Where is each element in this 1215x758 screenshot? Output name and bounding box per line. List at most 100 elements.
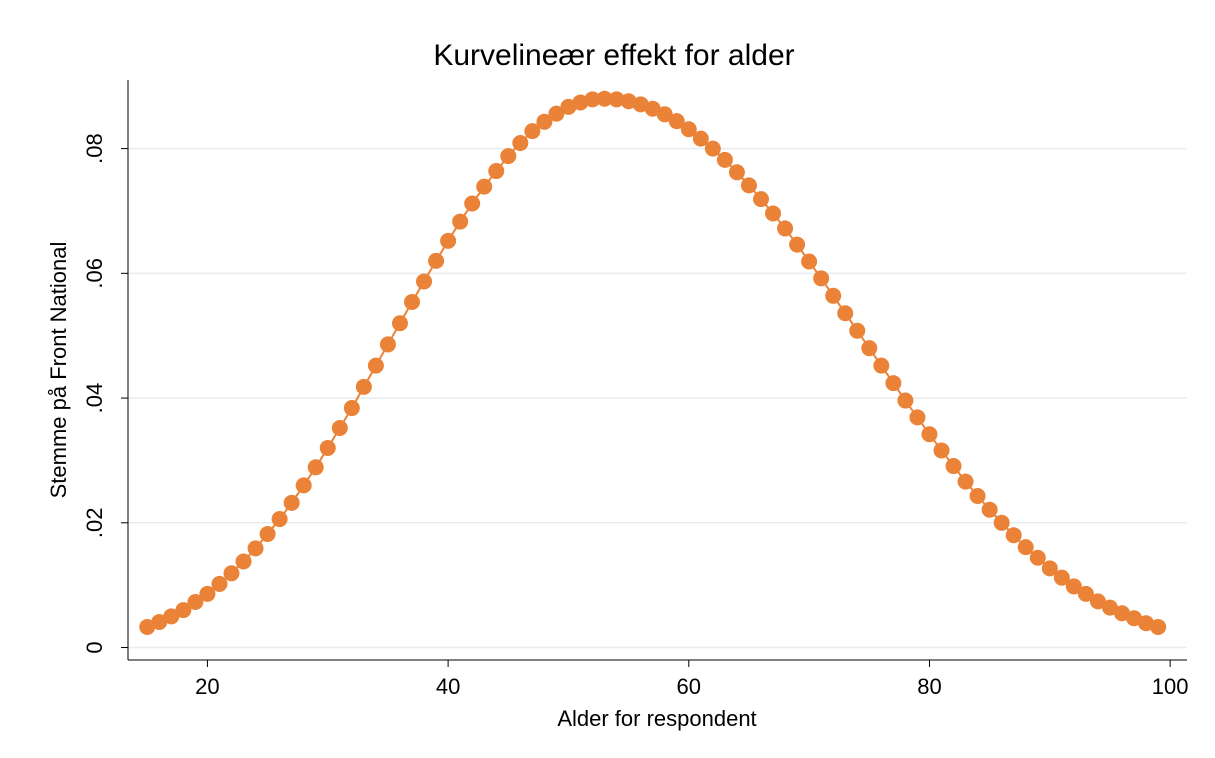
data-point xyxy=(1114,605,1131,622)
data-point xyxy=(957,473,974,490)
data-point xyxy=(524,123,541,140)
data-point xyxy=(632,96,649,113)
data-point xyxy=(981,501,998,518)
data-point xyxy=(151,613,168,630)
data-point xyxy=(716,151,733,168)
data-point xyxy=(235,553,252,570)
data-point xyxy=(379,336,396,353)
data-point xyxy=(680,121,697,138)
y-tick-label: 0 xyxy=(82,641,107,653)
data-point xyxy=(837,305,854,322)
data-point xyxy=(343,400,360,417)
data-point xyxy=(1041,560,1058,577)
data-point xyxy=(1017,539,1034,556)
data-point xyxy=(452,213,469,230)
x-tick-label: 60 xyxy=(677,674,701,699)
data-point xyxy=(945,458,962,475)
data-point xyxy=(1101,599,1118,616)
data-point xyxy=(584,91,601,108)
data-point xyxy=(728,164,745,181)
data-point xyxy=(909,409,926,426)
data-point xyxy=(644,100,661,117)
data-point xyxy=(416,273,433,290)
data-point xyxy=(271,511,288,528)
data-point xyxy=(211,575,228,592)
data-point xyxy=(1029,549,1046,566)
y-tick-label: .06 xyxy=(82,258,107,289)
data-point xyxy=(740,177,757,194)
x-axis-label: Alder for respondent xyxy=(557,706,756,731)
data-point xyxy=(464,195,481,212)
data-point xyxy=(223,565,240,582)
data-point xyxy=(572,94,589,111)
x-tick-label: 20 xyxy=(195,674,219,699)
data-point xyxy=(596,90,613,107)
data-point xyxy=(163,608,180,625)
data-point xyxy=(476,178,493,195)
x-tick-label: 100 xyxy=(1152,674,1189,699)
data-point xyxy=(933,442,950,459)
data-point xyxy=(1150,618,1167,635)
data-point xyxy=(801,253,818,270)
data-point xyxy=(295,477,312,494)
data-line xyxy=(146,97,1159,628)
data-point xyxy=(861,340,878,357)
data-point xyxy=(404,294,421,311)
data-point xyxy=(849,322,866,339)
data-point xyxy=(1126,610,1143,627)
data-point xyxy=(813,270,830,287)
data-point xyxy=(825,287,842,304)
y-tick-label: .08 xyxy=(82,133,107,164)
data-point xyxy=(560,98,577,115)
data-point xyxy=(620,93,637,110)
data-point xyxy=(139,618,156,635)
data-point xyxy=(247,540,264,557)
data-point xyxy=(969,487,986,504)
data-point xyxy=(608,91,625,108)
data-point xyxy=(897,392,914,409)
data-point xyxy=(752,191,769,208)
data-point xyxy=(1077,585,1094,602)
data-point xyxy=(789,236,806,253)
x-tick-label: 80 xyxy=(917,674,941,699)
data-point xyxy=(1005,527,1022,544)
data-point xyxy=(765,205,782,222)
data-point xyxy=(993,514,1010,531)
data-point xyxy=(873,357,890,374)
data-point xyxy=(921,426,938,443)
data-point xyxy=(391,315,408,332)
data-point xyxy=(1065,578,1082,595)
chart-title: Kurvelineær effekt for alder xyxy=(433,39,794,72)
data-point xyxy=(704,140,721,157)
data-point xyxy=(668,113,685,130)
data-point xyxy=(428,252,445,269)
data-point xyxy=(692,130,709,147)
data-point xyxy=(1138,615,1155,632)
data-point xyxy=(548,105,565,122)
data-point xyxy=(885,375,902,392)
data-point xyxy=(500,148,517,165)
data-point xyxy=(777,220,794,237)
data-point xyxy=(367,357,384,374)
data-point xyxy=(440,232,457,249)
data-point xyxy=(488,163,505,180)
data-point xyxy=(331,420,348,436)
data-point xyxy=(656,106,673,123)
data-point xyxy=(512,134,529,151)
x-tick-label: 40 xyxy=(436,674,460,699)
data-point xyxy=(187,594,204,610)
data-point xyxy=(199,585,216,602)
data-point xyxy=(1089,593,1106,610)
data-point xyxy=(259,526,276,543)
data-point xyxy=(283,494,300,511)
data-point xyxy=(536,113,553,130)
y-axis-label: Stemme på Front National xyxy=(46,242,71,499)
data-point xyxy=(307,459,324,476)
y-tick-label: .04 xyxy=(82,383,107,414)
data-point xyxy=(355,378,372,395)
data-point xyxy=(175,602,192,619)
y-tick-label: .02 xyxy=(82,507,107,538)
data-point xyxy=(319,439,336,456)
data-point xyxy=(1053,569,1070,586)
